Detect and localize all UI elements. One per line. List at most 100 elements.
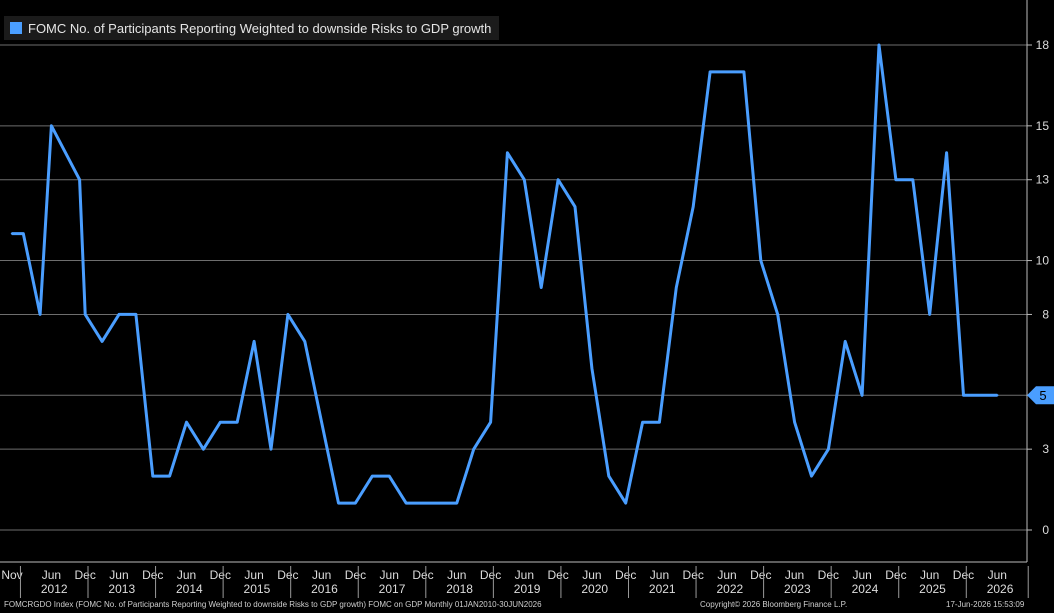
data-point <box>168 474 171 478</box>
x-tick-label: Dec <box>277 568 298 582</box>
x-tick-label: Dec <box>142 568 163 582</box>
footer-copyright: Copyright© 2026 Bloomberg Finance L.P. <box>700 600 848 609</box>
x-year-label: 2020 <box>581 582 608 596</box>
x-tick-label: Jun <box>920 568 939 582</box>
x-tick-label: Jun <box>650 568 669 582</box>
data-point <box>236 421 239 424</box>
legend-label: FOMC No. of Participants Reporting Weigh… <box>28 20 492 36</box>
x-year-label: 2013 <box>108 582 135 596</box>
data-point <box>692 205 695 208</box>
data-point <box>556 178 560 181</box>
x-tick-label: Jun <box>109 568 128 582</box>
data-point <box>320 421 323 424</box>
data-point <box>472 447 475 451</box>
x-tick-label: Dec <box>885 568 906 582</box>
x-year-label: 2012 <box>41 582 68 596</box>
data-point <box>573 205 577 208</box>
data-point <box>354 501 357 505</box>
last-value-label: 5 <box>1039 388 1046 403</box>
x-tick-label: Jun <box>785 568 804 582</box>
data-point <box>202 447 205 451</box>
y-tick-label: 13 <box>1036 173 1050 187</box>
y-tick-label: 3 <box>1042 442 1049 456</box>
data-point <box>827 447 830 451</box>
data-point <box>286 313 290 316</box>
legend-swatch <box>10 22 22 34</box>
data-point <box>83 313 87 316</box>
data-point <box>658 421 661 424</box>
data-point <box>540 286 543 289</box>
x-year-label: 2018 <box>446 582 473 596</box>
data-point <box>10 232 14 235</box>
x-tick-label: Dec <box>547 568 568 582</box>
x-year-label: 2017 <box>379 582 406 596</box>
x-tick-label: Jun <box>717 568 736 582</box>
data-point <box>776 313 779 316</box>
data-point <box>438 501 442 505</box>
x-tick-label: Jun <box>988 568 1007 582</box>
data-point <box>962 394 965 397</box>
data-point <box>759 259 762 262</box>
data-point <box>78 178 81 181</box>
data-point <box>607 474 610 478</box>
data-point <box>624 501 627 505</box>
data-point <box>641 421 644 424</box>
y-tick-label: 10 <box>1036 254 1050 268</box>
data-point <box>134 313 138 316</box>
data-point <box>793 421 796 424</box>
data-point <box>911 178 914 181</box>
x-year-label: 2026 <box>987 582 1014 596</box>
y-tick-label: 0 <box>1042 523 1049 537</box>
data-line <box>12 43 998 505</box>
data-point <box>303 340 306 343</box>
data-point <box>371 474 374 478</box>
data-point <box>877 43 881 47</box>
x-tick-label: Jun <box>380 568 399 582</box>
x-tick-label: Jun <box>582 568 601 582</box>
x-year-label: 2016 <box>311 582 338 596</box>
data-point <box>489 421 492 424</box>
data-point <box>151 474 154 478</box>
x-tick-label: Dec <box>345 568 366 582</box>
footer-source: FOMCRGDO Index (FOMC No. of Participants… <box>4 600 542 609</box>
x-tick-label: Dec <box>615 568 636 582</box>
data-point <box>455 501 458 505</box>
data-point <box>252 340 256 343</box>
y-tick-label: 8 <box>1042 307 1049 321</box>
x-year-label: 2019 <box>514 582 541 596</box>
x-year-label: 2015 <box>244 582 271 596</box>
x-year-label: 2022 <box>716 582 743 596</box>
data-point <box>675 286 678 289</box>
x-tick-label: Jun <box>177 568 196 582</box>
last-value-marker <box>1027 386 1054 405</box>
x-year-label: 2021 <box>649 582 676 596</box>
data-point <box>100 340 104 343</box>
x-tick-label: Nov <box>1 568 22 582</box>
data-point <box>590 367 594 370</box>
x-year-label: 2014 <box>176 582 203 596</box>
data-point <box>269 447 273 451</box>
footer-timestamp: 17-Jun-2026 15:53:09 <box>946 600 1025 609</box>
data-point <box>708 70 712 74</box>
x-year-label: 2023 <box>784 582 811 596</box>
data-point <box>185 421 188 424</box>
data-point <box>996 394 999 397</box>
x-tick-label: Jun <box>42 568 61 582</box>
data-point <box>404 501 408 505</box>
data-point <box>506 151 509 154</box>
data-point <box>928 313 931 316</box>
data-point <box>945 151 948 154</box>
x-tick-label: Jun <box>515 568 534 582</box>
data-point <box>219 421 222 424</box>
data-point <box>894 178 898 181</box>
y-tick-label: 15 <box>1036 119 1050 133</box>
x-tick-label: Dec <box>683 568 704 582</box>
x-tick-label: Dec <box>412 568 433 582</box>
x-year-label: 2024 <box>852 582 879 596</box>
x-tick-label: Dec <box>480 568 501 582</box>
x-tick-label: Jun <box>244 568 263 582</box>
legend: FOMC No. of Participants Reporting Weigh… <box>4 16 500 40</box>
x-year-label: 2025 <box>919 582 946 596</box>
